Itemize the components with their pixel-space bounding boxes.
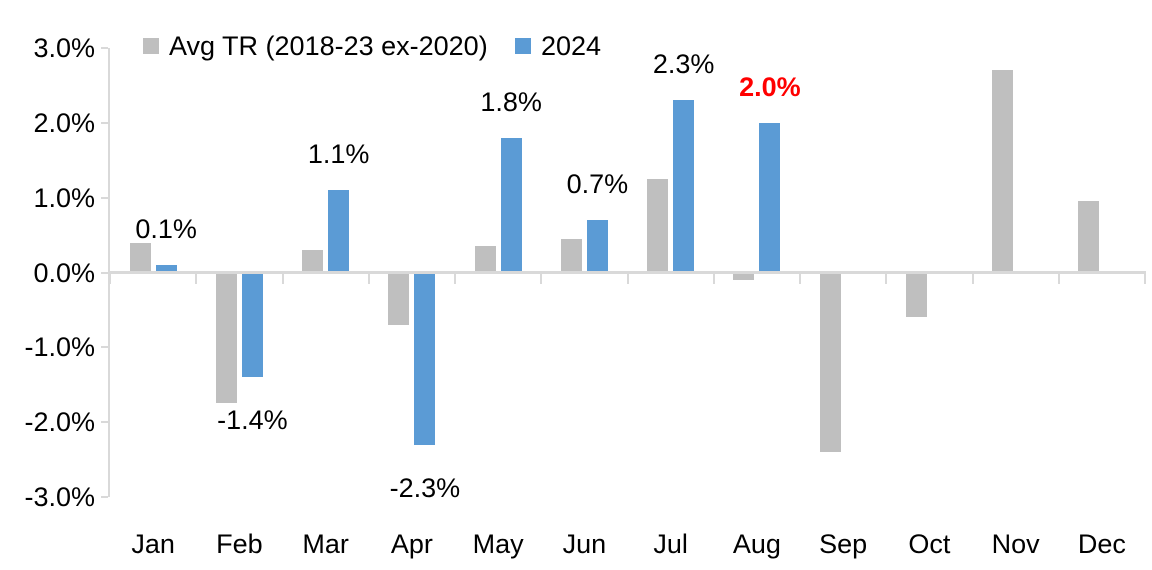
y-axis-tick-label: -1.0% [24, 332, 95, 363]
y-axis-tick [101, 496, 108, 498]
x-axis-label-apr: Apr [390, 529, 433, 559]
bar-avg-sep [819, 272, 841, 453]
bar-2024-jul [673, 100, 695, 273]
bar-2024-apr [414, 272, 436, 445]
data-label-mar: 1.1% [307, 139, 370, 170]
data-label-aug: 2.0% [739, 71, 801, 102]
bar-avg-oct [905, 272, 927, 318]
x-axis-tick [1144, 271, 1146, 284]
y-axis-tick [101, 196, 108, 199]
x-axis-tick [281, 271, 284, 284]
x-axis-label-aug: Aug [732, 529, 781, 559]
y-axis-tick-label: -3.0% [24, 482, 95, 512]
legend-swatch-icon [515, 38, 531, 54]
bar-avg-nov [992, 70, 1014, 273]
data-label-feb: -1.4% [217, 405, 288, 436]
y-axis-tick-label: 3.0% [33, 33, 95, 63]
data-label-may: 1.8% [480, 86, 542, 117]
x-axis-tick [367, 271, 370, 284]
y-axis-tick [101, 421, 108, 424]
x-axis-label-sep: Sep [819, 529, 868, 559]
bar-2024-mar [328, 190, 350, 273]
bar-avg-feb [215, 272, 237, 404]
y-axis-tick-label: 1.0% [33, 182, 95, 213]
bar-2024-may [500, 137, 522, 273]
data-label-jan: 0.1% [135, 214, 197, 245]
bar-avg-jul [647, 178, 669, 273]
bar-avg-dec [1078, 201, 1100, 273]
x-axis-label-jul: Jul [653, 529, 688, 559]
x-axis-tick [885, 271, 888, 284]
legend-label: 2024 [541, 31, 602, 61]
y-axis-tick [101, 271, 108, 274]
x-axis-tick [109, 271, 111, 284]
bar-avg-aug [733, 272, 755, 280]
data-label-apr: -2.3% [389, 472, 461, 503]
y-axis-tick-label: -2.0% [24, 407, 95, 438]
x-axis-tick [195, 271, 198, 284]
x-axis-tick [626, 271, 629, 284]
y-axis-tick [101, 121, 108, 124]
y-axis-tick-label: 0.0% [33, 257, 95, 288]
x-axis-tick [540, 271, 543, 284]
bar-2024-jun [586, 220, 608, 273]
bar-avg-may [474, 246, 496, 273]
bar-avg-mar [302, 250, 324, 273]
bar-avg-apr [388, 272, 410, 325]
x-axis-label-jun: Jun [562, 529, 607, 559]
x-axis-label-feb: Feb [216, 529, 263, 559]
x-axis-tick [799, 271, 801, 284]
y-axis-tick-label: 2.0% [33, 107, 95, 138]
x-axis-tick [712, 271, 715, 284]
legend-label: Avg TR (2018-23 ex-2020) [169, 31, 488, 61]
bar-2024-jan [155, 265, 177, 273]
bar-2024-aug [759, 122, 781, 273]
bar-2024-feb [241, 272, 263, 378]
x-axis-tick [1057, 271, 1060, 284]
data-label-jul: 2.3% [652, 49, 715, 80]
bar-avg-jan [129, 242, 151, 273]
x-axis-label-jan: Jan [131, 529, 175, 559]
y-axis-tick [101, 47, 108, 49]
x-axis-label-nov: Nov [991, 529, 1040, 559]
data-label-jun: 0.7% [566, 169, 629, 200]
x-axis-label-may: May [472, 529, 524, 559]
legend-item-avg-tr: Avg TR (2018-23 ex-2020) [143, 30, 488, 62]
legend-item-2024: 2024 [515, 30, 601, 62]
x-axis-label-oct: Oct [908, 529, 951, 559]
y-axis-tick [101, 346, 108, 349]
x-axis-tick [971, 271, 974, 284]
bar-avg-jun [560, 238, 582, 273]
x-axis-tick [454, 271, 456, 284]
x-axis-label-dec: Dec [1077, 529, 1126, 559]
x-axis-label-mar: Mar [302, 529, 349, 559]
legend-swatch-icon [143, 38, 159, 54]
